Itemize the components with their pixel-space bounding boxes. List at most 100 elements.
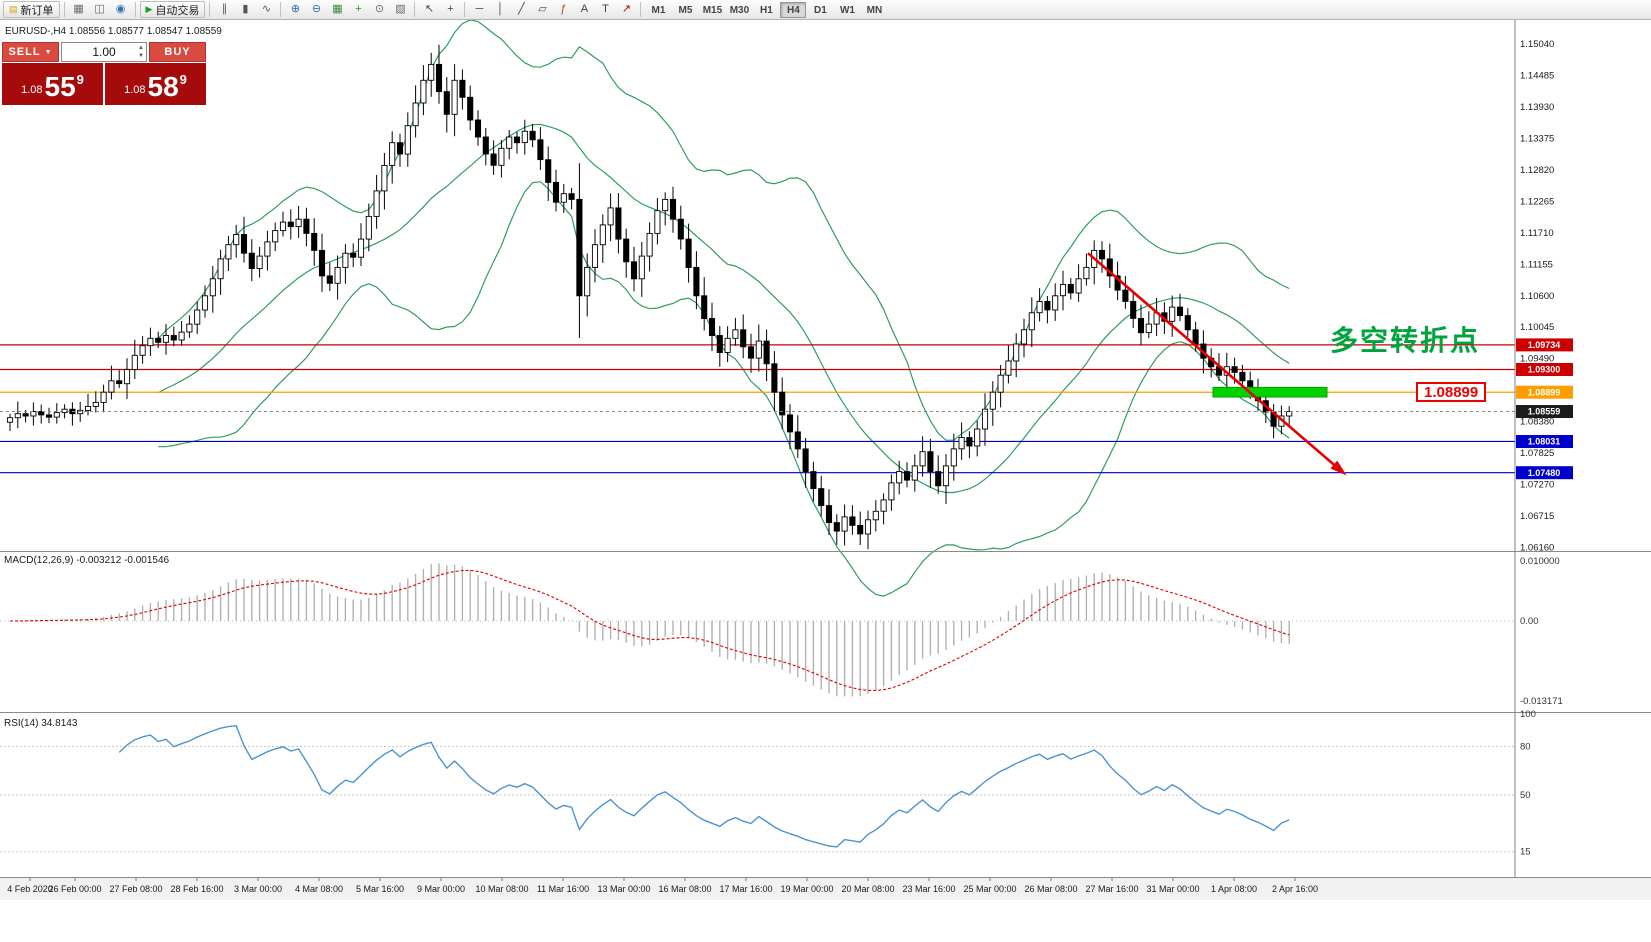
candle-down: [240, 234, 248, 254]
arrows-icon[interactable]: ↗: [621, 3, 632, 15]
candle-down: [623, 238, 630, 263]
profiles-icon[interactable]: ◫: [94, 3, 105, 15]
candle-down: [1231, 366, 1238, 373]
candle-up: [381, 164, 388, 192]
tile-windows-icon[interactable]: ▦: [332, 3, 343, 15]
volume-value[interactable]: 1.00: [92, 45, 116, 59]
charts-icon[interactable]: ▦: [73, 3, 84, 15]
channel-icon[interactable]: ▱: [538, 3, 547, 15]
candle-down: [1192, 329, 1199, 345]
sell-button[interactable]: SELL ▼: [2, 42, 59, 62]
timeframe-d1[interactable]: D1: [814, 4, 827, 16]
rsi-axis-label: 80: [1520, 741, 1531, 752]
candle-up: [108, 380, 115, 393]
text-icon[interactable]: A: [580, 3, 589, 15]
candle-up: [498, 147, 505, 166]
vertical-line-icon[interactable]: │: [497, 3, 504, 15]
zoom-in-icon[interactable]: ⊕: [290, 3, 301, 15]
level-price-tag: [1516, 338, 1573, 352]
candle-up: [607, 207, 614, 226]
candle-down: [568, 193, 575, 200]
autotrading-button[interactable]: ▶ 自动交易: [139, 1, 206, 18]
bid-big-figure: 1.08: [21, 84, 43, 96]
zoom-out-icon[interactable]: ⊖: [311, 3, 322, 15]
timeframe-h4[interactable]: H4: [780, 1, 807, 18]
candle-up: [451, 79, 458, 115]
candle-down: [849, 516, 856, 526]
turning-point-annotation[interactable]: 多空转折点: [1330, 325, 1481, 356]
bid-price-box[interactable]: 1.08 55 9: [2, 63, 103, 105]
ask-big-figure: 1.08: [124, 84, 146, 96]
main-chart-svg[interactable]: 0.010000 0.00 -0.013171 100 80 50 15 1.15040 1.1…: [0, 20, 1651, 942]
candle-down: [155, 337, 162, 343]
candle-down: [1137, 318, 1145, 334]
trend-arrow-head: [1330, 460, 1347, 476]
candle-down: [786, 414, 794, 433]
volume-down-button[interactable]: ▼: [138, 53, 144, 59]
timeframe-h1[interactable]: H1: [760, 4, 773, 16]
text-label-icon[interactable]: T: [602, 3, 609, 15]
candle-up: [662, 198, 669, 212]
candle-up: [342, 252, 349, 268]
candle-up: [334, 266, 341, 284]
trend-arrow-line[interactable]: [1087, 252, 1343, 473]
price-axis-label: 1.07825: [1520, 448, 1554, 459]
highlight-rectangle[interactable]: [1212, 386, 1328, 398]
candle-down: [701, 295, 708, 319]
horizontal-line-icon[interactable]: ─: [475, 3, 484, 15]
volume-up-button[interactable]: ▲: [138, 45, 144, 51]
timeframe-w1[interactable]: W1: [839, 4, 855, 16]
candles-layer: [6, 44, 1293, 550]
time-axis-label: 25 Mar 00:00: [963, 884, 1016, 894]
candle-down: [552, 181, 560, 203]
price-level-label-box[interactable]: 1.08899: [1416, 382, 1487, 402]
volume-input[interactable]: 1.00 ▲ ▼: [61, 42, 147, 62]
timeframe-m5[interactable]: M5: [678, 4, 693, 16]
candle-up: [139, 345, 146, 356]
fibonacci-icon[interactable]: ƒ: [560, 3, 567, 15]
market-watch-icon[interactable]: ◉: [115, 3, 126, 15]
template-icon[interactable]: ▧: [395, 3, 406, 15]
trendline-icon[interactable]: ╱: [518, 3, 525, 15]
ask-point: 9: [179, 72, 187, 87]
candle-up: [194, 309, 201, 325]
candle-down: [529, 130, 536, 141]
timeframe-mn[interactable]: MN: [866, 4, 883, 16]
buy-button[interactable]: BUY: [149, 42, 206, 62]
bollinger-upper-band: [157, 20, 1290, 441]
period-icon[interactable]: ⊙: [374, 3, 385, 15]
candle-up: [100, 391, 107, 403]
time-axis-label: 16 Mar 08:00: [658, 884, 711, 894]
candle-up: [6, 417, 14, 423]
candle-up: [755, 340, 762, 359]
crosshair-icon[interactable]: +: [447, 3, 454, 15]
autotrading-icon: ▶: [145, 4, 153, 14]
candle-up: [654, 210, 661, 234]
candlestick-chart-icon[interactable]: ▮: [242, 3, 249, 15]
chart-window: 0.010000 0.00 -0.013171 100 80 50 15 1.15040 1.1…: [0, 20, 1651, 942]
candle-up: [389, 142, 396, 166]
line-chart-icon[interactable]: ∿: [261, 3, 272, 15]
sell-caret-icon[interactable]: ▼: [44, 48, 53, 56]
cursor-icon[interactable]: ↖: [424, 3, 435, 15]
timeframe-m30[interactable]: M30: [729, 4, 750, 16]
ask-price-box[interactable]: 1.08 58 9: [105, 63, 206, 105]
candle-down: [794, 431, 801, 450]
candle-down: [669, 198, 677, 220]
time-axis-label: 27 Feb 08:00: [109, 884, 162, 894]
sell-label: SELL: [8, 46, 41, 58]
candle-down: [833, 522, 840, 532]
price-axis-label: 1.06160: [1520, 543, 1554, 554]
timeframe-m15[interactable]: M15: [702, 4, 723, 16]
timeframe-m1[interactable]: M1: [651, 4, 666, 16]
candle-down: [545, 159, 552, 183]
new-chart-icon[interactable]: +: [355, 3, 362, 15]
time-axis-strip[interactable]: [0, 878, 1651, 900]
candle-up: [584, 266, 591, 297]
buy-label: BUY: [164, 46, 191, 58]
bar-chart-icon[interactable]: ∥: [221, 3, 228, 15]
time-axis-label: 3 Mar 00:00: [234, 884, 282, 894]
candle-down: [467, 96, 474, 121]
candle-down: [474, 119, 482, 138]
new-order-button[interactable]: ▤ 新订单: [3, 1, 60, 18]
